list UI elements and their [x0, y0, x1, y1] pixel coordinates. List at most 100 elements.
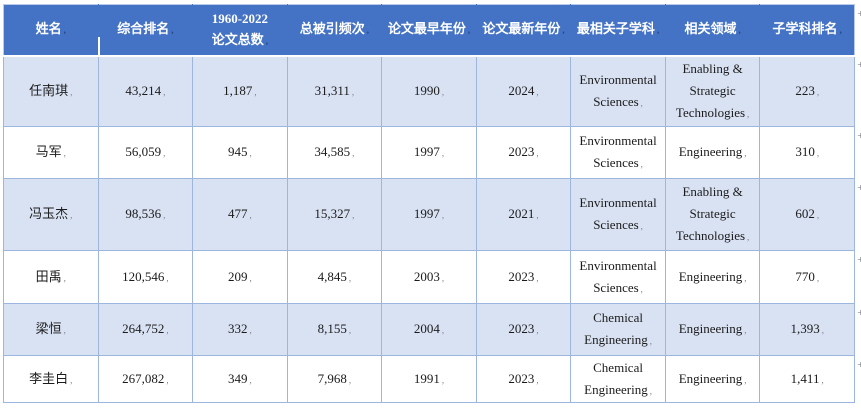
researcher-ranking-table: 姓名, 综合排名, 1960-2022 论文总数, 总被引频次, 论文最早年份, 论文最新…	[3, 4, 855, 403]
end-of-cell-mark: ,	[744, 148, 747, 158]
cell-first_paper_year[interactable]: 2003,	[381, 250, 477, 304]
header-cell-name[interactable]: 姓名,	[3, 4, 99, 57]
cell-total_citations[interactable]: 7,968,	[286, 355, 383, 403]
cell-subdiscipline_rank[interactable]: 1,411,	[759, 355, 855, 403]
cell-last_paper_year[interactable]: 2023,	[475, 303, 572, 356]
cell-total_citations[interactable]: 31,311,	[286, 55, 383, 127]
end-of-cell-mark: ,	[640, 97, 643, 108]
cell-related_field[interactable]: Engineering,	[664, 250, 761, 304]
cell-last_paper_year[interactable]: 2023,	[475, 355, 572, 403]
cell-value: Engineering	[678, 144, 743, 159]
cell-overall_rank[interactable]: 98,536,	[97, 178, 194, 251]
cell-value: 8,155	[317, 321, 347, 336]
cell-overall_rank[interactable]: 267,082,	[97, 355, 194, 403]
header-cell-last_paper_year[interactable]: 论文最新年份,	[475, 4, 572, 57]
cell-name[interactable]: 冯玉杰,	[3, 178, 99, 251]
end-of-cell-mark: ,	[166, 272, 169, 283]
cell-value: 332	[227, 321, 248, 336]
cell-total_citations[interactable]: 15,327,	[286, 178, 383, 251]
cell-top_subdiscipline[interactable]: Environmental Sciences,	[570, 250, 666, 304]
end-of-cell-mark: ,	[441, 272, 445, 283]
cell-related_field[interactable]: Enabling & Strategic Technologies,	[664, 178, 761, 251]
header-label: 综合排名	[117, 21, 170, 37]
end-of-cell-mark: ,	[747, 108, 750, 119]
header-label: 姓名	[35, 21, 62, 37]
end-of-cell-mark: ,	[536, 148, 539, 158]
cell-first_paper_year[interactable]: 2004,	[381, 303, 477, 356]
end-of-cell-mark: ,	[738, 25, 741, 36]
cell-name[interactable]: 梁恒,	[3, 303, 99, 356]
cell-value: 2024	[508, 82, 535, 98]
table-row: 任南琪, 43,214, 1,187, 31,311, 1990, 2024, Enviro…	[3, 55, 855, 127]
cell-first_paper_year[interactable]: 1997,	[381, 178, 477, 251]
cell-value: 1,187	[223, 82, 253, 98]
cell-value: Environmental Sciences	[579, 133, 657, 170]
cell-name[interactable]: 李圭白,	[3, 355, 99, 403]
cell-related_field[interactable]: Engineering,	[664, 126, 761, 179]
end-of-cell-mark: ,	[839, 25, 842, 36]
cell-subdiscipline_rank[interactable]: 223,	[759, 55, 855, 127]
cell-related_field[interactable]: Engineering,	[664, 355, 761, 403]
end-of-row-mark: +	[857, 131, 861, 140]
end-of-cell-mark: ,	[70, 86, 73, 97]
cell-total_papers[interactable]: 945,	[192, 126, 288, 179]
text-caret	[98, 37, 100, 56]
cell-value: 209	[227, 268, 248, 284]
cell-overall_rank[interactable]: 120,546,	[97, 250, 194, 304]
cell-value: 冯玉杰	[29, 206, 69, 221]
header-cell-top_subdiscipline[interactable]: 最相关子学科,	[570, 4, 666, 57]
cell-overall_rank[interactable]: 264,752,	[97, 303, 194, 356]
cell-name[interactable]: 田禹,	[3, 250, 99, 304]
table-body: 任南琪, 43,214, 1,187, 31,311, 1990, 2024, Enviro…	[3, 55, 855, 403]
end-of-cell-mark: ,	[70, 374, 73, 385]
cell-first_paper_year[interactable]: 1997,	[381, 126, 477, 179]
cell-top_subdiscipline[interactable]: Environmental Sciences,	[570, 55, 666, 127]
cell-total_papers[interactable]: 477,	[192, 178, 288, 251]
cell-top_subdiscipline[interactable]: Chemical Engineering,	[570, 355, 666, 403]
cell-top_subdiscipline[interactable]: Chemical Engineering,	[570, 303, 666, 356]
cell-total_papers[interactable]: 1,187,	[192, 55, 288, 127]
cell-value: 31,311	[314, 82, 350, 98]
cell-top_subdiscipline[interactable]: Environmental Sciences,	[570, 178, 666, 251]
cell-value: Environmental Sciences	[579, 71, 657, 109]
header-cell-overall_rank[interactable]: 综合排名,	[97, 4, 194, 57]
header-label: 相关领域	[684, 21, 737, 37]
header-cell-subdiscipline_rank[interactable]: 子学科排名,	[759, 4, 855, 57]
cell-first_paper_year[interactable]: 1991,	[381, 355, 477, 403]
cell-subdiscipline_rank[interactable]: 770,	[759, 250, 855, 304]
cell-total_papers[interactable]: 349,	[192, 355, 288, 403]
cell-total_papers[interactable]: 209,	[192, 250, 288, 304]
header-cell-total_citations[interactable]: 总被引频次,	[286, 4, 383, 57]
cell-related_field[interactable]: Enabling & Strategic Technologies,	[664, 55, 761, 127]
end-of-cell-mark: ,	[816, 210, 820, 220]
cell-related_field[interactable]: Engineering,	[664, 303, 761, 356]
cell-total_citations[interactable]: 8,155,	[286, 303, 383, 356]
cell-value: 2023	[508, 321, 535, 336]
header-cell-first_paper_year[interactable]: 论文最早年份,	[381, 4, 477, 57]
cell-overall_rank[interactable]: 56,059,	[97, 126, 194, 179]
end-of-cell-mark: ,	[163, 210, 166, 220]
cell-subdiscipline_rank[interactable]: 310,	[759, 126, 855, 179]
end-of-cell-mark: ,	[254, 86, 257, 97]
cell-subdiscipline_rank[interactable]: 1,393,	[759, 303, 855, 356]
cell-overall_rank[interactable]: 43,214,	[97, 55, 194, 127]
cell-subdiscipline_rank[interactable]: 602,	[759, 178, 855, 251]
end-of-row-mark: +	[857, 360, 861, 369]
cell-value: 1991	[413, 370, 440, 386]
cell-total_papers[interactable]: 332,	[192, 303, 288, 356]
cell-first_paper_year[interactable]: 1990,	[381, 55, 477, 127]
end-of-cell-mark: ,	[816, 86, 820, 97]
cell-name[interactable]: 马军,	[3, 126, 99, 179]
cell-last_paper_year[interactable]: 2024,	[475, 55, 572, 127]
cell-total_citations[interactable]: 34,585,	[286, 126, 383, 179]
cell-last_paper_year[interactable]: 2023,	[475, 126, 572, 179]
table-row: 马军, 56,059, 945, 34,585, 1997, 2023, Environme…	[3, 126, 855, 179]
header-cell-total_papers[interactable]: 1960-2022 论文总数,	[192, 4, 288, 57]
cell-total_citations[interactable]: 4,845,	[286, 250, 383, 304]
cell-value: 945	[227, 144, 248, 159]
cell-name[interactable]: 任南琪,	[3, 55, 99, 127]
cell-last_paper_year[interactable]: 2021,	[475, 178, 572, 251]
cell-last_paper_year[interactable]: 2023,	[475, 250, 572, 304]
header-cell-related_field[interactable]: 相关领域,	[664, 4, 761, 57]
cell-top_subdiscipline[interactable]: Environmental Sciences,	[570, 126, 666, 179]
